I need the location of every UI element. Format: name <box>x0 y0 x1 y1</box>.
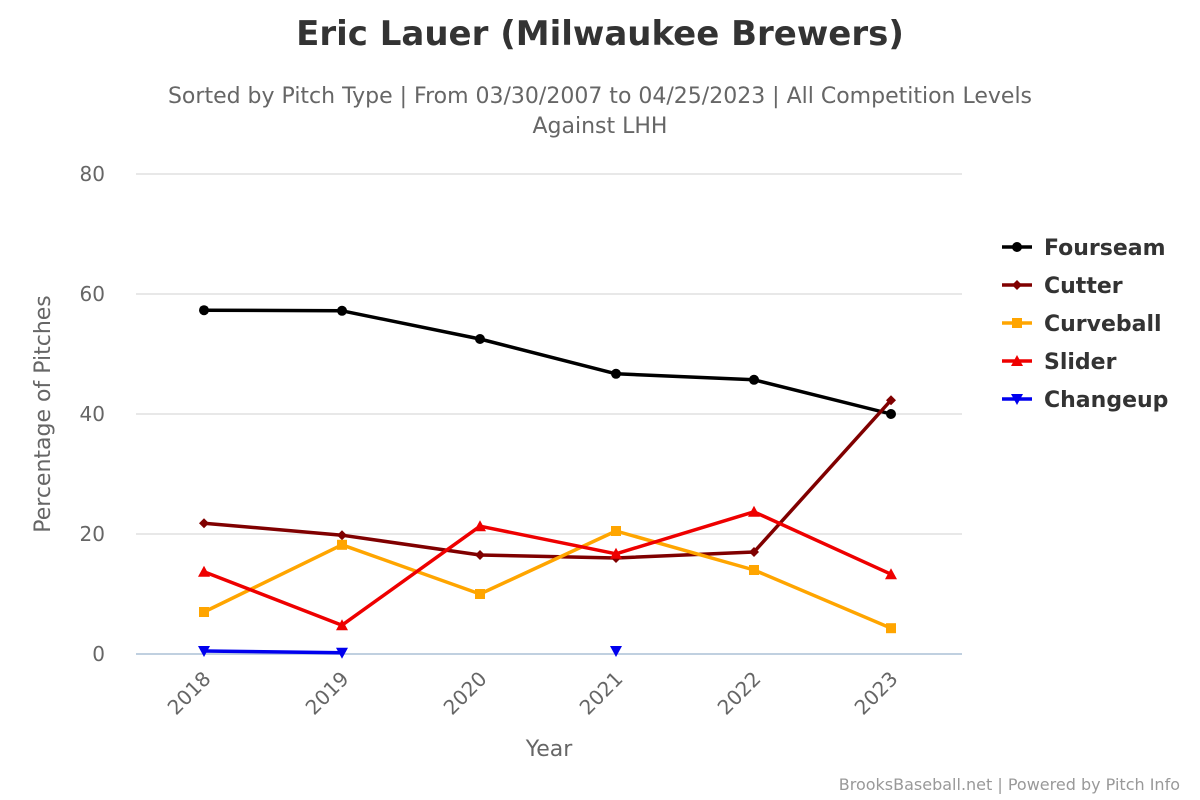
legend-cutter-marker <box>1012 280 1022 290</box>
y-tick-label: 60 <box>80 282 105 306</box>
fourseam-point <box>199 305 209 316</box>
fourseam-line <box>203 308 892 416</box>
curveball-line <box>203 529 892 630</box>
changeup-line <box>203 649 343 655</box>
y-tick-label: 0 <box>92 642 105 666</box>
subtitle-line-2: Against LHH <box>532 114 668 139</box>
legend-cutter-label: Cutter <box>1044 274 1123 299</box>
changeup-point <box>336 647 348 659</box>
cutter-point <box>886 395 896 406</box>
x-axis-label: Year <box>525 737 574 762</box>
cutter-point <box>199 518 209 529</box>
curveball-point <box>337 539 347 550</box>
legend-changeup-label: Changeup <box>1044 388 1168 413</box>
x-tick-label: 2022 <box>713 667 766 720</box>
x-tick-label: 2023 <box>850 667 903 720</box>
x-tick-label: 2021 <box>575 667 628 720</box>
curveball-point <box>749 565 759 575</box>
legend-slider-marker <box>1011 355 1023 366</box>
legend-curveball-marker <box>1012 318 1022 328</box>
slider-point <box>336 619 348 631</box>
legend-slider-label: Slider <box>1044 350 1117 375</box>
subtitle-line-1: Sorted by Pitch Type | From 03/30/2007 t… <box>167 84 1033 109</box>
cutter-point <box>337 530 347 541</box>
slider-point <box>198 565 210 577</box>
fourseam-point <box>886 409 896 419</box>
fourseam-point <box>749 374 759 385</box>
slider-point <box>474 520 486 532</box>
curveball-point <box>886 623 896 634</box>
fourseam-point <box>475 334 485 344</box>
slider-line <box>203 510 892 627</box>
cutter-point <box>749 547 759 557</box>
y-axis-label: Percentage of Pitches <box>31 295 56 533</box>
credit-text: BrooksBaseball.net | Powered by Pitch In… <box>838 775 1180 794</box>
x-tick-label: 2019 <box>301 667 354 720</box>
chart-subtitle: Sorted by Pitch Type | From 03/30/2007 t… <box>0 82 1200 142</box>
legend-curveball-label: Curveball <box>1044 312 1162 337</box>
curveball-point <box>611 526 621 536</box>
cutter-point <box>475 550 485 560</box>
fourseam-point <box>337 305 347 316</box>
y-tick-label: 80 <box>80 162 105 186</box>
slider-point <box>748 505 760 517</box>
legend-fourseam-marker <box>1012 242 1022 252</box>
y-tick-label: 20 <box>80 522 105 546</box>
y-tick-label: 40 <box>80 402 105 426</box>
legend-fourseam-label: Fourseam <box>1044 236 1166 261</box>
changeup-point <box>198 646 210 657</box>
slider-point <box>610 547 622 559</box>
chart-title: Eric Lauer (Milwaukee Brewers) <box>296 14 904 54</box>
x-tick-label: 2020 <box>439 667 492 720</box>
curveball-point <box>475 589 485 599</box>
changeup-point <box>610 646 622 657</box>
fourseam-point <box>611 368 621 379</box>
slider-point <box>885 568 897 580</box>
curveball-point <box>199 607 209 617</box>
legend-changeup-marker <box>1011 394 1023 405</box>
cutter-line <box>203 399 893 560</box>
x-tick-label: 2018 <box>163 667 216 720</box>
